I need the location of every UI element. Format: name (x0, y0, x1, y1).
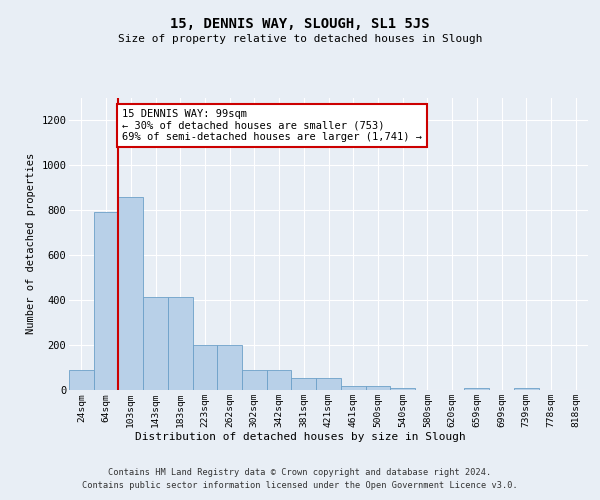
Bar (464, 388, 489, 390)
Bar (365, 386, 390, 390)
Bar (341, 386, 365, 390)
Text: Distribution of detached houses by size in Slough: Distribution of detached houses by size … (134, 432, 466, 442)
Bar (168, 296, 193, 390)
Y-axis label: Number of detached properties: Number of detached properties (26, 153, 35, 334)
Bar (292, 378, 316, 390)
Bar (217, 345, 242, 390)
Bar (69, 370, 94, 390)
Bar (143, 296, 168, 390)
Text: Contains HM Land Registry data © Crown copyright and database right 2024.: Contains HM Land Registry data © Crown c… (109, 468, 491, 477)
Bar (242, 370, 267, 390)
Bar (193, 345, 217, 390)
Bar (94, 212, 118, 390)
Bar (390, 388, 415, 390)
Text: Contains public sector information licensed under the Open Government Licence v3: Contains public sector information licen… (82, 480, 518, 490)
Bar (118, 196, 143, 390)
Bar (514, 388, 539, 390)
Text: 15, DENNIS WAY, SLOUGH, SL1 5JS: 15, DENNIS WAY, SLOUGH, SL1 5JS (170, 18, 430, 32)
Text: 15 DENNIS WAY: 99sqm
← 30% of detached houses are smaller (753)
69% of semi-deta: 15 DENNIS WAY: 99sqm ← 30% of detached h… (122, 109, 422, 142)
Bar (316, 378, 341, 390)
Bar (267, 370, 292, 390)
Text: Size of property relative to detached houses in Slough: Size of property relative to detached ho… (118, 34, 482, 43)
